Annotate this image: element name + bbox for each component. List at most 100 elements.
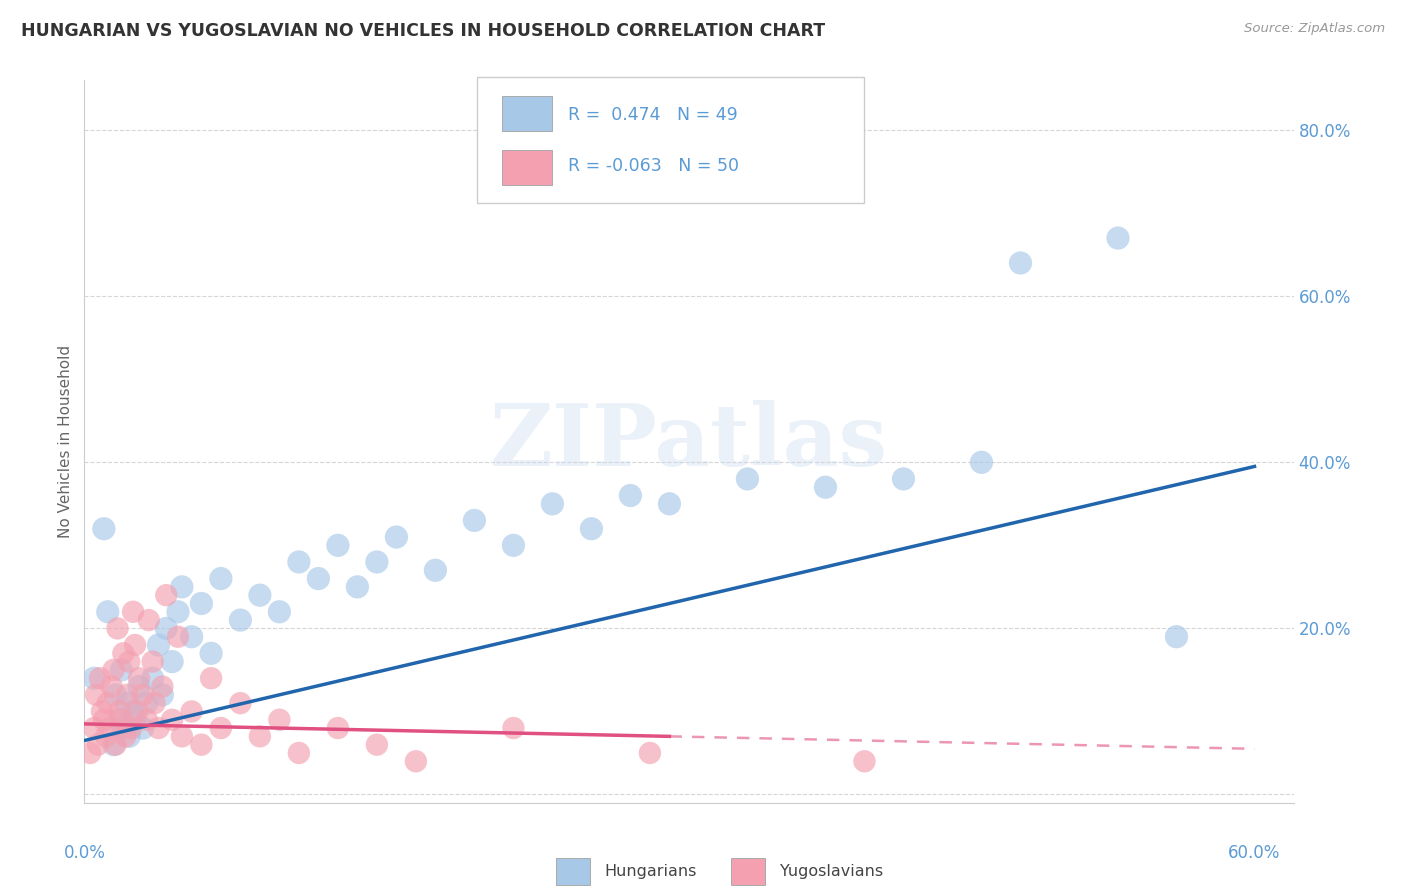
Point (200, 646, 222, 660)
Point (104, 688, 127, 702)
Point (190, 597, 212, 611)
Point (502, 538, 524, 552)
Point (114, 730, 136, 744)
Point (269, 713, 291, 727)
Point (107, 621, 129, 635)
Point (638, 746, 661, 760)
Point (200, 671, 222, 685)
Point (93, 713, 115, 727)
Point (90, 705, 112, 719)
Point (128, 671, 150, 685)
Bar (502, 96, 553, 131)
Point (150, 688, 173, 702)
Y-axis label: No Vehicles in Household: No Vehicles in Household (58, 345, 73, 538)
Point (125, 705, 148, 719)
Point (132, 721, 155, 735)
Point (143, 696, 166, 710)
Point (100, 680, 122, 694)
Point (160, 713, 183, 727)
Point (853, 754, 876, 768)
Point (619, 489, 641, 503)
Point (326, 721, 349, 735)
Point (89, 671, 111, 685)
Point (108, 713, 131, 727)
Point (737, 472, 759, 486)
Point (103, 663, 125, 677)
Point (79, 746, 101, 760)
Point (122, 605, 145, 619)
Point (288, 555, 311, 569)
Point (288, 746, 311, 760)
Point (148, 638, 170, 652)
Point (117, 696, 139, 710)
Text: ZIPatlas: ZIPatlas (489, 400, 889, 483)
Point (209, 572, 232, 586)
Point (155, 588, 177, 602)
Point (970, 455, 993, 469)
FancyBboxPatch shape (478, 77, 865, 203)
Point (658, 497, 681, 511)
Point (167, 605, 190, 619)
Point (366, 738, 388, 752)
Text: HUNGARIAN VS YUGOSLAVIAN NO VEHICLES IN HOUSEHOLD CORRELATION CHART: HUNGARIAN VS YUGOSLAVIAN NO VEHICLES IN … (21, 22, 825, 40)
Text: Hungarians: Hungarians (605, 864, 697, 879)
Point (104, 738, 127, 752)
Point (405, 754, 427, 768)
Point (269, 605, 291, 619)
Point (167, 630, 190, 644)
Point (103, 738, 125, 752)
Point (581, 522, 603, 536)
Text: R = -0.063   N = 50: R = -0.063 N = 50 (568, 157, 740, 175)
Point (138, 613, 160, 627)
Point (1010, 256, 1032, 270)
Point (97, 696, 120, 710)
Point (118, 655, 141, 669)
Point (229, 696, 252, 710)
Point (150, 680, 173, 694)
Text: 60.0%: 60.0% (1229, 845, 1281, 863)
Bar (731, 858, 765, 885)
Point (128, 680, 150, 694)
Point (346, 580, 368, 594)
Point (170, 730, 193, 744)
Point (1107, 231, 1129, 245)
Point (385, 530, 408, 544)
Point (249, 730, 271, 744)
Point (135, 713, 157, 727)
Point (112, 721, 135, 735)
Point (122, 705, 145, 719)
Point (307, 572, 329, 586)
Point (366, 555, 388, 569)
Point (142, 655, 165, 669)
Point (117, 688, 139, 702)
Point (110, 663, 132, 677)
Point (160, 655, 183, 669)
Text: R =  0.474   N = 49: R = 0.474 N = 49 (568, 105, 738, 124)
Point (541, 497, 564, 511)
Text: Yugoslavians: Yugoslavians (780, 864, 883, 879)
Point (83, 721, 105, 735)
Point (142, 671, 165, 685)
Text: Source: ZipAtlas.com: Source: ZipAtlas.com (1244, 22, 1385, 36)
Point (170, 580, 193, 594)
Point (87, 738, 110, 752)
Point (94, 730, 117, 744)
Point (190, 738, 212, 752)
Bar (502, 150, 553, 185)
Point (97, 605, 120, 619)
Point (502, 721, 524, 735)
Point (110, 713, 132, 727)
Point (98, 721, 121, 735)
Bar (555, 858, 589, 885)
Point (209, 721, 232, 735)
Point (135, 696, 157, 710)
Point (155, 621, 177, 635)
Point (425, 563, 447, 577)
Point (180, 630, 202, 644)
Point (118, 730, 141, 744)
Point (124, 713, 146, 727)
Point (326, 538, 349, 552)
Point (108, 705, 131, 719)
Point (112, 646, 135, 660)
Point (120, 721, 142, 735)
